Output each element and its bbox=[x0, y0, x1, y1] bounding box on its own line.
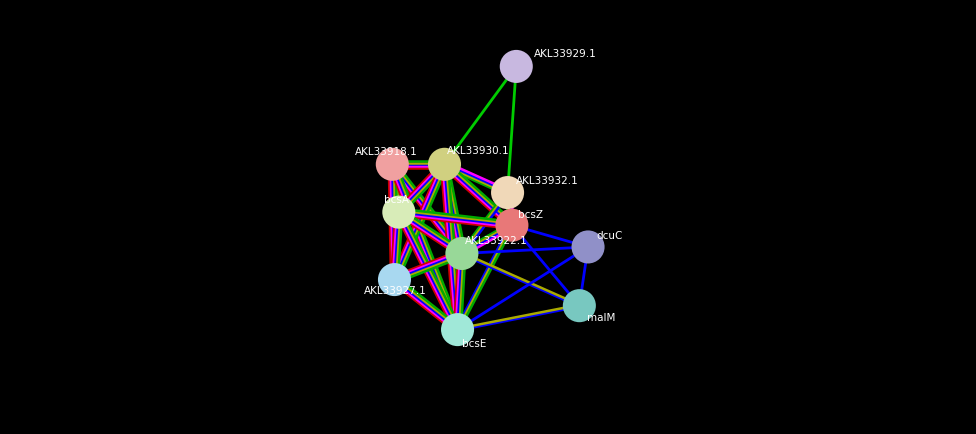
Circle shape bbox=[572, 231, 604, 264]
Circle shape bbox=[563, 289, 596, 322]
Circle shape bbox=[378, 263, 411, 296]
Circle shape bbox=[496, 209, 528, 242]
Circle shape bbox=[383, 196, 416, 229]
Circle shape bbox=[491, 177, 524, 210]
Text: AKL33918.1: AKL33918.1 bbox=[355, 147, 418, 157]
Text: bcsE: bcsE bbox=[462, 338, 486, 348]
Text: AKL33929.1: AKL33929.1 bbox=[534, 49, 596, 59]
Circle shape bbox=[500, 51, 533, 84]
Circle shape bbox=[376, 148, 409, 181]
Circle shape bbox=[427, 148, 461, 181]
Text: bcsZ: bcsZ bbox=[517, 210, 543, 220]
Text: AKL33932.1: AKL33932.1 bbox=[516, 175, 579, 185]
Text: AKL33930.1: AKL33930.1 bbox=[447, 146, 509, 155]
Circle shape bbox=[445, 237, 478, 270]
Text: AKL33922.1: AKL33922.1 bbox=[466, 236, 528, 246]
Circle shape bbox=[441, 313, 474, 346]
Text: AKL33927.1: AKL33927.1 bbox=[364, 286, 427, 296]
Text: malM: malM bbox=[588, 312, 616, 322]
Text: dcuC: dcuC bbox=[596, 230, 623, 240]
Text: bcsA: bcsA bbox=[384, 195, 409, 204]
